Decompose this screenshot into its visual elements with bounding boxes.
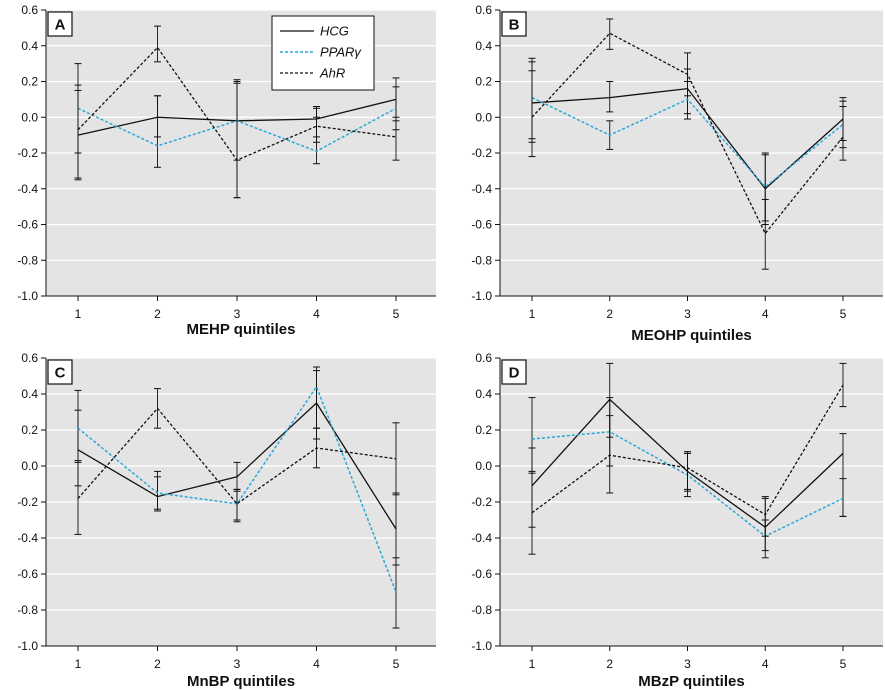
y-tick-label: 0.6 — [475, 351, 492, 365]
x-tick-label: 4 — [313, 657, 320, 671]
y-tick-label: -0.4 — [471, 182, 492, 196]
chart-panel-c: 0.6 0.4 0.2 0.0 -0.2 -0.4 -0.6 -0.8 -1.0 1 2 3 4 5 MnB… — [17, 351, 436, 690]
y-tick-label: -0.8 — [471, 603, 492, 617]
x-tick-label: 3 — [234, 307, 241, 321]
series-line — [77, 401, 397, 530]
y-tick-label: -0.8 — [471, 253, 492, 267]
x-tick-label: 4 — [762, 307, 769, 321]
y-tick-label: -0.6 — [17, 218, 38, 232]
y-tick-label: 0.2 — [21, 423, 38, 437]
y-tick-label: -0.2 — [17, 495, 38, 509]
chart-panel-d: 0.6 0.4 0.2 0.0 -0.2 -0.4 -0.6 -0.8 -1.0 1 2 3 4 5 MBz… — [471, 351, 883, 690]
panel-letter: B — [509, 17, 520, 34]
x-tick-label: 3 — [684, 307, 691, 321]
x-tick-label: 1 — [75, 657, 82, 671]
x-tick-label: 1 — [529, 657, 536, 671]
panel-letter: A — [55, 17, 66, 34]
x-axis-label: MEOHP quintiles — [631, 327, 752, 344]
y-tick-label: -0.8 — [17, 603, 38, 617]
y-tick-label: -0.4 — [17, 531, 38, 545]
panel-letter: D — [509, 365, 520, 382]
y-tick-label: 0.0 — [21, 459, 38, 473]
legend: HCG PPARγ AhR — [271, 15, 375, 91]
y-tick-label: -1.0 — [17, 639, 38, 653]
y-tick-label: 0.6 — [475, 3, 492, 17]
y-tick-label: 0.6 — [21, 3, 38, 17]
x-tick-label: 5 — [840, 657, 847, 671]
legend-label: HCG — [320, 24, 349, 39]
x-tick-label: 3 — [684, 657, 691, 671]
chart-panel-b: 0.6 0.4 0.2 0.0 -0.2 -0.4 -0.6 -0.8 -1.0 1 2 3 4 5 MEO… — [471, 3, 883, 344]
x-tick-label: 2 — [606, 307, 613, 321]
y-tick-label: 0.0 — [475, 459, 492, 473]
series-line — [77, 407, 397, 505]
x-tick-label: 5 — [393, 307, 400, 321]
legend-label: AhR — [319, 66, 345, 81]
x-tick-label: 1 — [75, 307, 82, 321]
y-tick-label: 0.0 — [475, 110, 492, 124]
x-tick-label: 3 — [234, 657, 241, 671]
y-tick-label: -0.2 — [471, 146, 492, 160]
y-tick-label: -1.0 — [17, 289, 38, 303]
series-ahr — [528, 362, 847, 555]
y-tick-label: 0.2 — [475, 423, 492, 437]
y-tick-label: 0.4 — [21, 39, 38, 53]
y-tick-label: -0.2 — [471, 495, 492, 509]
y-tick-label: -0.8 — [17, 253, 38, 267]
series-line — [77, 46, 397, 161]
y-tick-label: -1.0 — [471, 289, 492, 303]
x-tick-label: 5 — [840, 307, 847, 321]
y-tick-label: -0.6 — [17, 567, 38, 581]
y-tick-label: 0.4 — [475, 39, 492, 53]
panel-letter-box — [501, 11, 527, 37]
series-line — [531, 32, 844, 235]
y-tick-label: -0.6 — [471, 218, 492, 232]
y-tick-label: -0.6 — [471, 567, 492, 581]
series-ahr — [74, 25, 400, 199]
y-tick-label: -0.4 — [471, 531, 492, 545]
y-tick-label: -1.0 — [471, 639, 492, 653]
legend-box — [271, 15, 375, 91]
x-tick-label: 1 — [529, 307, 536, 321]
x-axis-label: MnBP quintiles — [187, 673, 295, 690]
y-tick-label: 0.2 — [475, 75, 492, 89]
panel-letter: C — [55, 365, 66, 382]
legend-label: PPARγ — [320, 45, 362, 60]
x-axis-label: MBzP quintiles — [638, 673, 744, 690]
y-tick-label: -0.4 — [17, 182, 38, 196]
panel-letter-box — [47, 359, 73, 385]
y-tick-label: -0.2 — [17, 146, 38, 160]
panel-letter-box — [47, 11, 73, 37]
series-ahr — [528, 18, 847, 270]
y-tick-label: 0.4 — [475, 387, 492, 401]
y-tick-label: 0.2 — [21, 75, 38, 89]
x-tick-label: 2 — [154, 657, 161, 671]
series-line — [531, 384, 844, 516]
y-tick-label: 0.6 — [21, 351, 38, 365]
x-tick-label: 4 — [313, 307, 320, 321]
series-ahr — [74, 388, 400, 535]
x-tick-label: 2 — [154, 307, 161, 321]
x-tick-label: 4 — [762, 657, 769, 671]
y-tick-label: 0.4 — [21, 387, 38, 401]
x-tick-label: 5 — [393, 657, 400, 671]
series-line — [531, 96, 844, 188]
x-axis-label: MEHP quintiles — [187, 321, 296, 338]
panel-letter-box — [501, 359, 527, 385]
y-tick-label: 0.0 — [21, 110, 38, 124]
x-tick-label: 2 — [606, 657, 613, 671]
